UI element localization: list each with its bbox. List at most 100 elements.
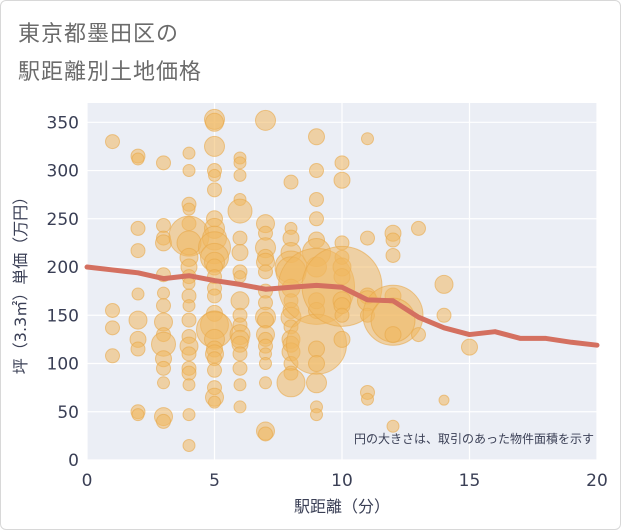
data-bubble	[182, 439, 196, 453]
chart-title-line-2: 駅距離別土地価格	[18, 60, 203, 85]
data-bubble	[207, 288, 222, 304]
data-bubble	[227, 198, 253, 224]
data-bubble	[283, 174, 299, 190]
data-bubble	[207, 182, 222, 198]
data-bubble	[231, 244, 249, 262]
data-bubble	[308, 340, 325, 358]
data-bubble	[181, 312, 197, 328]
data-bubble	[156, 155, 171, 171]
data-bubble	[105, 134, 120, 150]
y-tick-label: 200	[47, 258, 79, 278]
y-tick-label: 350	[47, 113, 79, 133]
x-tick-label: 5	[209, 471, 220, 491]
data-bubble	[334, 155, 350, 171]
data-bubble	[434, 274, 454, 294]
data-bubble	[181, 346, 197, 362]
data-bubble	[131, 408, 145, 422]
data-bubble	[309, 191, 324, 207]
data-bubble	[411, 220, 426, 236]
data-bubble	[276, 368, 306, 398]
data-bubble	[105, 320, 120, 336]
data-bubble	[233, 270, 247, 284]
data-bubble	[386, 419, 400, 433]
data-bubble	[157, 376, 170, 390]
data-bubble	[182, 146, 196, 160]
data-bubble	[181, 365, 197, 381]
data-bubble	[130, 341, 146, 357]
x-tick-label: 0	[82, 471, 93, 491]
size-note: 円の大きさは、取引のあった物件面積を示す	[354, 431, 594, 446]
data-bubble	[128, 310, 148, 330]
y-tick-label: 50	[57, 403, 79, 423]
data-bubble	[232, 346, 248, 362]
data-bubble	[384, 326, 402, 344]
data-bubble	[230, 291, 250, 311]
data-bubble	[411, 327, 426, 343]
chart-title-line-1: 東京都墨田区の	[18, 22, 180, 47]
data-bubble	[205, 112, 224, 132]
data-bubble	[333, 330, 351, 348]
data-bubble	[385, 232, 401, 248]
data-bubble	[105, 348, 120, 364]
data-bubble	[130, 243, 146, 259]
data-bubble	[436, 307, 452, 323]
data-bubble	[233, 156, 247, 170]
x-axis-ticks: 0 5 10 15 20	[82, 471, 608, 491]
data-bubble	[259, 357, 272, 371]
data-bubble	[461, 338, 478, 356]
data-bubble	[233, 168, 247, 182]
data-bubble	[204, 135, 225, 157]
data-bubble	[255, 109, 276, 131]
data-bubble	[208, 168, 221, 182]
y-tick-label: 0	[68, 451, 79, 471]
data-bubble	[156, 413, 171, 429]
bubble-layer	[105, 108, 478, 453]
data-bubble	[156, 218, 171, 234]
data-bubble	[259, 376, 272, 390]
data-bubble	[131, 152, 145, 166]
trend-line	[84, 264, 600, 348]
y-tick-label: 150	[47, 306, 79, 326]
data-bubble	[258, 426, 273, 442]
data-bubble	[232, 360, 248, 376]
data-bubble	[310, 408, 323, 422]
data-bubble	[131, 287, 145, 301]
data-bubble	[306, 372, 327, 394]
data-bubble	[156, 298, 171, 314]
data-bubble	[333, 171, 351, 189]
data-bubble	[360, 230, 375, 246]
data-bubble	[182, 299, 196, 313]
x-tick-label: 20	[586, 471, 608, 491]
data-bubble	[182, 276, 196, 290]
data-bubble	[157, 286, 170, 300]
y-axis-ticks: 0 50 100 150 200 250 300 350	[47, 113, 79, 471]
data-bubble	[308, 355, 325, 373]
y-tick-label: 250	[47, 210, 79, 230]
data-bubble	[182, 202, 196, 216]
data-bubble	[309, 163, 324, 179]
data-bubble	[208, 395, 221, 409]
data-bubble	[182, 164, 196, 178]
y-tick-label: 100	[47, 355, 79, 375]
data-bubble	[182, 378, 196, 392]
data-bubble	[385, 247, 401, 263]
data-bubble	[233, 400, 247, 414]
x-axis-label: 駅距離（分）	[294, 497, 390, 516]
x-tick-label: 15	[459, 471, 481, 491]
data-bubble	[334, 307, 350, 323]
y-axis-label: 坪（3.3㎡）単価（万円）	[11, 189, 30, 374]
y-tick-label: 300	[47, 162, 79, 182]
data-bubble	[438, 394, 450, 406]
data-bubble	[130, 220, 146, 236]
data-bubble	[207, 362, 222, 378]
data-bubble	[309, 211, 324, 227]
data-bubble	[182, 408, 196, 422]
data-bubble	[361, 392, 374, 406]
data-bubble	[105, 302, 120, 318]
data-bubble	[156, 360, 171, 376]
data-bubble	[233, 378, 247, 392]
data-bubble	[361, 132, 374, 146]
data-bubble	[308, 128, 325, 146]
x-tick-label: 10	[331, 471, 353, 491]
